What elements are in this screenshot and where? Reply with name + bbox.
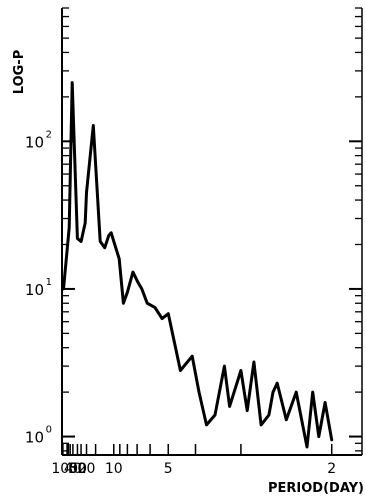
y-tick-label: 10 (25, 429, 44, 447)
x-tick-label: 5 (164, 461, 173, 477)
y-tick-exponent: 1 (46, 277, 52, 288)
x-tick-label: 100 (51, 461, 78, 477)
y-tick-label: 10 (25, 133, 44, 151)
x-tick-label: 40 (64, 461, 82, 477)
x-tick-label: 50 (69, 461, 87, 477)
series-lines (62, 81, 334, 449)
power-spectrum-line (62, 81, 334, 449)
x-tick-label: 10 (105, 461, 123, 477)
y-tick-exponent: 2 (46, 129, 52, 140)
x-tick-label: 20 (78, 461, 96, 477)
x-tick-label: 2 (327, 461, 336, 477)
x-tick-label: 30 (69, 461, 87, 477)
y-tick-exponent: 0 (46, 425, 52, 436)
plot-frame (61, 8, 363, 456)
y-axis-label: LOG-P (12, 50, 27, 94)
x-axis-label: PERIOD(DAY) (268, 481, 364, 496)
y-tick-label: 10 (25, 281, 44, 299)
